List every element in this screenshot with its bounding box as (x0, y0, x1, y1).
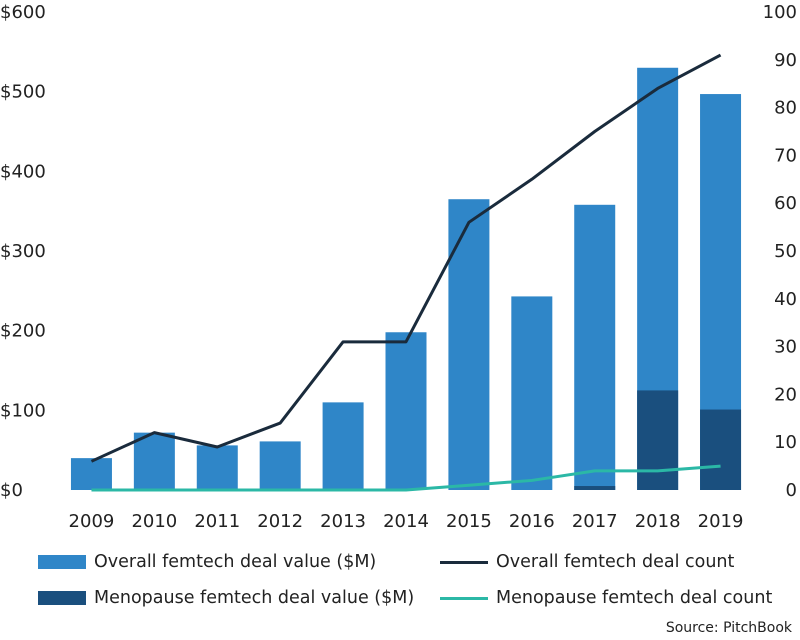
legend-label-menopause-count: Menopause femtech deal count (496, 588, 773, 608)
legend-item-menopause-count: Menopause femtech deal count (440, 588, 772, 608)
y-left-tick-label: $500 (0, 82, 46, 103)
y-left-tick-label: $0 (0, 480, 23, 501)
legend-item-overall-value: Overall femtech deal value ($M) (38, 552, 376, 572)
x-tick-label: 2009 (69, 511, 115, 532)
x-tick-label: 2014 (383, 511, 429, 532)
legend-swatch-menopause-value (38, 591, 86, 605)
bar-overall-value-2012 (259, 441, 301, 490)
y-right-tick-label: 50 (774, 241, 797, 262)
x-tick-label: 2013 (320, 511, 366, 532)
y-left-tick-label: $400 (0, 161, 46, 182)
bar-overall-value-2015 (448, 199, 490, 490)
legend-swatch-overall-count (440, 560, 488, 564)
x-tick-label: 2015 (446, 511, 492, 532)
line-menopause-count (91, 464, 721, 492)
y-left-tick-label: $300 (0, 241, 46, 262)
y-right-tick-label: 0 (786, 480, 797, 501)
y-axis-right: 0 10 20 30 40 50 60 70 80 90 100 (763, 2, 797, 501)
bars-group (70, 67, 742, 491)
y-right-tick-label: 40 (774, 289, 797, 310)
lines-group (90, 53, 722, 492)
legend-swatch-overall-value (38, 555, 86, 569)
y-axis-left: $0 $100 $200 $300 $400 $500 $600 (0, 2, 46, 501)
bar-menopause-value-2018 (637, 390, 679, 490)
y-right-tick-label: 30 (774, 337, 797, 358)
line-overall-count (90, 53, 722, 463)
bar-overall-value-2017 (574, 204, 616, 490)
source-note: Source: PitchBook (665, 620, 792, 636)
x-tick-label: 2019 (698, 511, 744, 532)
bar-overall-value-2011 (196, 445, 238, 490)
legend-item-overall-count: Overall femtech deal count (440, 552, 734, 572)
y-right-tick-label: 100 (763, 2, 797, 23)
x-tick-label: 2016 (509, 511, 555, 532)
bar-menopause-value-2019 (700, 409, 742, 490)
x-tick-label: 2011 (194, 511, 240, 532)
x-tick-label: 2012 (257, 511, 303, 532)
combo-chart: $0 $100 $200 $300 $400 $500 $600 0 10 20 30 40 50 60… (0, 2, 797, 532)
bar-overall-value-2010 (133, 432, 175, 490)
bar-menopause-value-2017 (574, 486, 616, 490)
bar-overall-value-2009 (70, 458, 112, 490)
y-right-tick-label: 90 (774, 50, 797, 71)
y-right-tick-label: 70 (774, 145, 797, 166)
bar-overall-value-2016 (511, 296, 553, 490)
x-axis: 2009 2010 2011 2012 2013 2014 2015 2016 2017 2018… (69, 511, 744, 532)
x-tick-label: 2010 (131, 511, 177, 532)
legend-item-menopause-value: Menopause femtech deal value ($M) (38, 588, 414, 608)
legend-label-menopause-value: Menopause femtech deal value ($M) (94, 588, 415, 608)
y-left-tick-label: $600 (0, 2, 46, 23)
y-right-tick-label: 80 (774, 98, 797, 119)
x-tick-label: 2018 (635, 511, 681, 532)
legend-label-overall-count: Overall femtech deal count (496, 552, 735, 572)
y-left-tick-label: $100 (0, 400, 46, 421)
bar-overall-value-2013 (322, 402, 364, 490)
y-right-tick-label: 10 (774, 432, 797, 453)
legend-label-overall-value: Overall femtech deal value ($M) (94, 552, 377, 572)
y-right-tick-label: 20 (774, 384, 797, 405)
y-left-tick-label: $200 (0, 321, 46, 342)
x-tick-label: 2017 (572, 511, 618, 532)
y-right-tick-label: 60 (774, 193, 797, 214)
bar-overall-value-2014 (385, 332, 427, 490)
legend: Overall femtech deal value ($M) Overall … (0, 540, 800, 610)
legend-swatch-menopause-count (440, 596, 488, 600)
